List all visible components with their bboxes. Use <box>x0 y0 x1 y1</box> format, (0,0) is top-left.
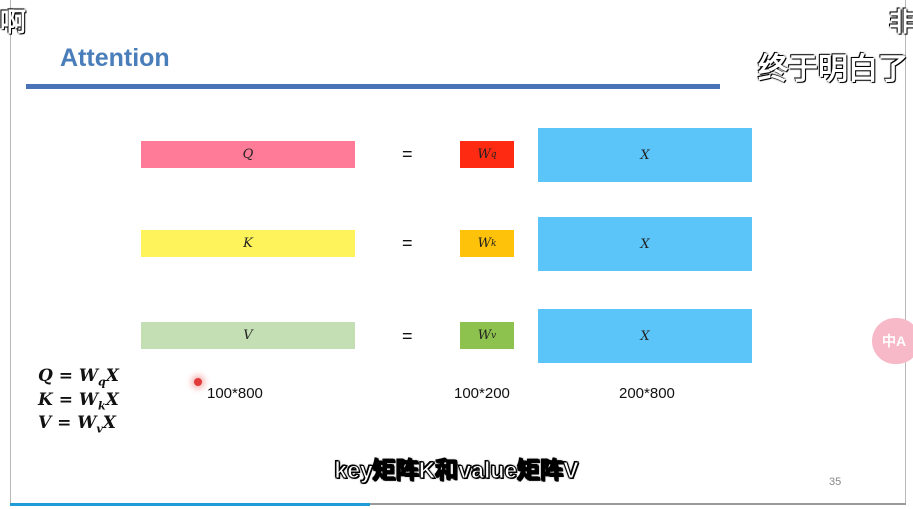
v-label: V <box>243 328 253 343</box>
equals-sign-v: = <box>402 326 413 346</box>
formula-v-sub: v <box>96 422 103 436</box>
formula-k-sub: k <box>97 399 106 413</box>
x-matrix-k: X <box>538 217 752 271</box>
translate-float-button[interactable]: 中A <box>872 318 913 364</box>
dimension-left: 100*800 <box>207 385 263 402</box>
wq-subscript: q <box>490 149 497 160</box>
formula-v: V = WvX <box>38 413 116 435</box>
formula-q-lhs: Q = W <box>38 366 98 386</box>
q-label: Q <box>242 147 254 162</box>
x-matrix-v: X <box>538 309 752 363</box>
wv-subscript: v <box>491 330 497 341</box>
page-number: 35 <box>829 476 842 488</box>
formula-q-sub: q <box>97 375 106 389</box>
formula-v-rhs: X <box>102 413 116 433</box>
formula-k: K = WkX <box>38 390 119 412</box>
title-underline <box>26 84 720 89</box>
wv-label: W <box>477 328 492 343</box>
v-matrix: V <box>141 322 355 349</box>
video-progress-bar[interactable] <box>10 503 370 506</box>
wq-label: W <box>477 147 491 162</box>
dimension-weight: 100*200 <box>454 385 510 402</box>
overlay-text-left: 啊 <box>0 7 27 37</box>
formula-q: Q = WqX <box>38 366 119 388</box>
overlay-text-right-top: 非 <box>889 7 913 37</box>
formula-k-lhs: K = W <box>38 390 98 410</box>
slide-bottom-border <box>10 503 906 505</box>
formula-q-rhs: X <box>105 366 119 386</box>
overlay-text-right: 终于明白了 <box>758 53 908 86</box>
slide-title: Attention <box>60 44 170 72</box>
wk-label: W <box>477 236 491 251</box>
k-label: K <box>243 236 253 251</box>
x-label-v: X <box>640 328 650 344</box>
q-matrix: Q <box>141 141 355 168</box>
formula-k-rhs: X <box>105 390 119 410</box>
formula-v-lhs: V = W <box>38 413 97 433</box>
x-matrix-q: X <box>538 128 752 182</box>
dimension-right: 200*800 <box>619 385 675 402</box>
wk-subscript: k <box>490 238 497 249</box>
k-matrix: K <box>141 230 355 257</box>
x-label-q: X <box>640 147 650 163</box>
laser-pointer-dot <box>194 378 202 386</box>
equals-sign-q: = <box>402 144 413 164</box>
x-label-k: X <box>640 236 650 252</box>
equals-sign-k: = <box>402 233 413 253</box>
video-subtitle: key矩阵K和value矩阵V <box>334 457 579 484</box>
